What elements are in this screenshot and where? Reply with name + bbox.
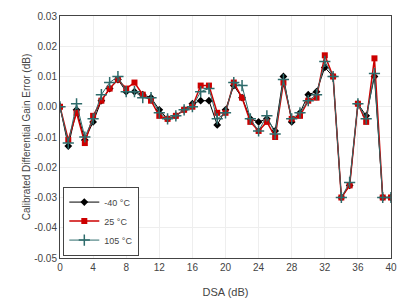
svg-text:25 °C: 25 °C — [104, 217, 127, 227]
svg-text:0.01: 0.01 — [38, 71, 58, 82]
svg-text:-0.01: -0.01 — [34, 132, 57, 143]
svg-text:-0.04: -0.04 — [34, 222, 57, 233]
svg-text:32: 32 — [319, 262, 331, 273]
svg-text:28: 28 — [286, 262, 298, 273]
svg-text:36: 36 — [352, 262, 364, 273]
svg-text:0.00: 0.00 — [38, 101, 58, 112]
svg-text:Calibrated Differential Gain E: Calibrated Differential Gain Error (dB) — [21, 54, 32, 221]
svg-text:0: 0 — [57, 262, 63, 273]
svg-text:-0.03: -0.03 — [34, 192, 57, 203]
svg-text:12: 12 — [154, 262, 166, 273]
svg-text:DSA (dB): DSA (dB) — [203, 286, 249, 298]
svg-text:0.03: 0.03 — [38, 11, 58, 22]
svg-text:105 °C: 105 °C — [104, 236, 132, 246]
svg-text:4: 4 — [90, 262, 96, 273]
svg-text:-0.02: -0.02 — [34, 162, 57, 173]
svg-text:16: 16 — [187, 262, 199, 273]
svg-text:24: 24 — [253, 262, 265, 273]
svg-text:8: 8 — [123, 262, 129, 273]
svg-text:-0.05: -0.05 — [34, 253, 57, 264]
svg-text:20: 20 — [220, 262, 232, 273]
svg-text:40: 40 — [385, 262, 397, 273]
svg-text:0.02: 0.02 — [38, 41, 58, 52]
svg-text:-40 °C: -40 °C — [104, 198, 130, 208]
